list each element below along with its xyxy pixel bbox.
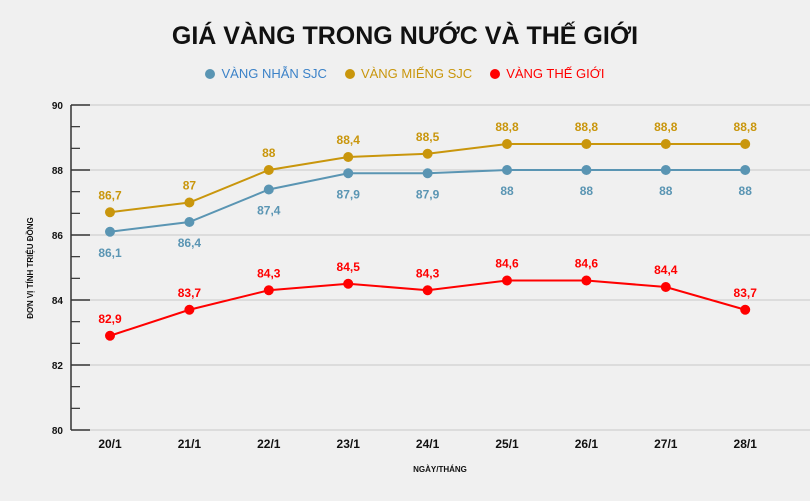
data-point [343, 168, 354, 179]
y-tick-label: 80 [52, 426, 64, 437]
legend-label: VÀNG NHẪN SJC [221, 66, 327, 81]
data-label: 88,5 [416, 130, 440, 144]
legend-label: VÀNG THẾ GIỚI [506, 66, 605, 81]
data-label: 88,8 [575, 120, 599, 134]
data-label: 84,4 [654, 263, 678, 277]
data-point [422, 285, 433, 296]
data-label: 87,4 [257, 204, 281, 218]
data-point [502, 165, 512, 175]
legend-marker [344, 68, 355, 79]
y-tick-label: 84 [52, 296, 64, 307]
data-point [263, 184, 274, 195]
data-point [660, 282, 671, 292]
data-point [184, 304, 195, 315]
data-label: 88 [262, 146, 276, 160]
y-tick-label: 82 [52, 361, 64, 372]
data-label: 88 [739, 184, 753, 198]
data-point [343, 152, 354, 162]
y-tick-label: 88 [52, 166, 64, 177]
data-point [263, 165, 274, 175]
data-label: 84,6 [575, 257, 599, 271]
legend-item: VÀNG MIẾNG SJC [344, 66, 473, 81]
data-label: 84,5 [337, 260, 361, 274]
legend: VÀNG NHẪN SJC VÀNG MIẾNG SJC VÀNG THẾ GIỚI [0, 66, 810, 81]
legend-item: VÀNG THẾ GIỚI [490, 66, 605, 81]
data-label: 87,9 [337, 187, 361, 201]
legend-item: VÀNG NHẪN SJC [205, 66, 327, 81]
x-tick-label: 21/1 [178, 437, 202, 451]
data-label: 82,9 [98, 312, 122, 326]
data-point [740, 304, 751, 315]
x-tick-label: 28/1 [734, 437, 758, 451]
data-point [422, 168, 433, 179]
data-label: 84,6 [495, 257, 519, 271]
data-label: 84,3 [416, 266, 440, 280]
x-axis-label: NGÀY/THÁNG [413, 465, 467, 474]
data-point [184, 217, 195, 227]
data-point [263, 285, 274, 296]
data-label: 88 [659, 184, 673, 198]
data-label: 88,8 [654, 120, 678, 134]
x-tick-label: 27/1 [654, 437, 678, 451]
y-tick-label: 90 [52, 101, 64, 112]
x-tick-label: 26/1 [575, 437, 599, 451]
data-point [422, 148, 433, 159]
y-axis-label: ĐƠN VỊ TÍNH TRIỆU ĐỒNG [25, 217, 35, 319]
data-point [660, 139, 671, 149]
data-point [581, 275, 592, 286]
data-label: 88 [580, 184, 594, 198]
data-point [343, 278, 354, 289]
data-label: 83,7 [734, 286, 758, 300]
data-label: 88 [500, 184, 514, 198]
data-label: 86,1 [98, 246, 122, 260]
data-point [502, 275, 512, 286]
data-label: 88,8 [734, 120, 758, 134]
data-point [660, 165, 671, 175]
legend-marker [205, 68, 216, 79]
y-tick-label: 86 [52, 231, 64, 242]
data-point [581, 139, 592, 149]
x-tick-label: 25/1 [495, 437, 519, 451]
data-point [105, 226, 115, 237]
x-tick-label: 20/1 [98, 437, 122, 451]
data-label: 83,7 [178, 286, 202, 300]
data-point [581, 165, 592, 175]
data-label: 84,3 [257, 266, 281, 280]
legend-marker [490, 68, 501, 79]
data-point [502, 139, 512, 149]
x-tick-label: 24/1 [416, 437, 440, 451]
data-label: 88,4 [337, 133, 361, 147]
data-point [740, 139, 751, 149]
x-tick-label: 22/1 [257, 437, 281, 451]
chart-title: GIÁ VÀNG TRONG NƯỚC VÀ THẾ GIỚI [171, 22, 639, 50]
x-tick-label: 23/1 [337, 437, 361, 451]
data-point [105, 207, 115, 218]
data-label: 88,8 [495, 120, 519, 134]
data-label: 87,9 [416, 187, 440, 201]
data-label: 87 [183, 179, 197, 193]
data-label: 86,4 [178, 236, 202, 250]
data-point [184, 197, 195, 208]
legend-label: VÀNG MIẾNG SJC [360, 66, 473, 81]
data-point [740, 165, 751, 175]
data-label: 86,7 [98, 188, 122, 202]
data-point [105, 330, 115, 341]
